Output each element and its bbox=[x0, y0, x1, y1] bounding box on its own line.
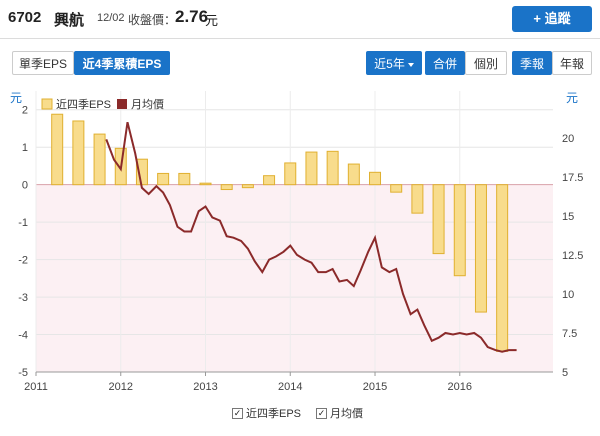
y-tick-left: -5 bbox=[18, 367, 28, 379]
header-divider bbox=[0, 38, 600, 39]
y-tick-right: 5 bbox=[562, 367, 568, 379]
toggle-eps-series[interactable]: ✓ 近四季EPS bbox=[232, 405, 301, 421]
y-tick-left: -3 bbox=[18, 292, 28, 304]
left-axis-unit: 元 bbox=[10, 91, 22, 105]
eps-bar bbox=[263, 175, 276, 186]
checkbox-checked-icon: ✓ bbox=[232, 407, 243, 419]
x-tick: 2012 bbox=[109, 381, 133, 393]
y-tick-left: 2 bbox=[22, 105, 28, 117]
eps-bar bbox=[199, 182, 212, 186]
tab-single-quarter-eps[interactable]: 單季EPS bbox=[12, 51, 74, 75]
period-label: 近5年 bbox=[374, 57, 405, 71]
legend-eps-swatch bbox=[41, 98, 53, 110]
eps-bar bbox=[432, 184, 445, 255]
eps-bar bbox=[496, 184, 509, 352]
eps-bar bbox=[474, 184, 487, 313]
tab-trailing-four-eps[interactable]: 近4季累積EPS bbox=[74, 51, 170, 75]
eps-bar bbox=[220, 184, 233, 191]
eps-bar bbox=[453, 184, 466, 277]
eps-bar bbox=[347, 163, 360, 186]
period-dropdown[interactable]: 近5年 bbox=[366, 51, 422, 75]
price-line bbox=[105, 121, 517, 353]
toggle-price-series[interactable]: ✓ 月均價 bbox=[316, 405, 363, 421]
track-button[interactable]: + 追蹤 bbox=[512, 6, 592, 32]
x-tick: 2013 bbox=[193, 381, 217, 393]
eps-bar bbox=[411, 184, 424, 214]
eps-bar bbox=[72, 120, 85, 186]
eps-bar bbox=[326, 150, 339, 186]
y-tick-left: -4 bbox=[18, 330, 28, 342]
negative-region-background bbox=[36, 184, 553, 372]
eps-bar bbox=[241, 184, 254, 189]
y-tick-right: 12.5 bbox=[562, 250, 583, 262]
x-tick: 2011 bbox=[24, 381, 48, 393]
x-tick: 2016 bbox=[448, 381, 472, 393]
eps-bar bbox=[305, 151, 318, 186]
stock-header: 6702 興航 12/02 收盤價： 2.76 元 + 追蹤 bbox=[0, 0, 600, 38]
tab-quarterly[interactable]: 季報 bbox=[512, 51, 552, 75]
eps-bar bbox=[157, 172, 170, 186]
y-tick-right: 15 bbox=[562, 211, 574, 223]
eps-bar bbox=[284, 162, 297, 186]
eps-bar bbox=[178, 172, 191, 186]
price-unit: 元 bbox=[205, 13, 219, 28]
tab-annual[interactable]: 年報 bbox=[552, 51, 592, 75]
tab-individual[interactable]: 個別 bbox=[465, 51, 507, 75]
y-tick-left: -2 bbox=[18, 255, 28, 267]
legend-price-label: 月均價 bbox=[131, 97, 164, 111]
y-tick-left: 1 bbox=[22, 142, 28, 154]
quote-date: 12/02 bbox=[97, 12, 125, 24]
checkbox-checked-icon: ✓ bbox=[316, 407, 327, 419]
stock-name: 興航 bbox=[54, 12, 85, 29]
stock-code: 6702 bbox=[8, 9, 42, 26]
close-price-label: 收盤價： bbox=[128, 13, 177, 27]
x-tick: 2014 bbox=[278, 381, 302, 393]
close-price: 2.76 bbox=[175, 7, 209, 26]
right-axis-unit: 元 bbox=[566, 91, 578, 105]
chevron-down-icon bbox=[407, 62, 414, 67]
eps-bars bbox=[51, 113, 509, 352]
y-tick-right: 17.5 bbox=[562, 172, 583, 184]
legend-price-swatch bbox=[117, 99, 127, 109]
toggle-price-label: 月均價 bbox=[330, 408, 363, 420]
y-tick-right: 7.5 bbox=[562, 328, 577, 340]
x-tick: 2015 bbox=[363, 381, 387, 393]
eps-bar bbox=[390, 184, 403, 193]
y-tick-right: 20 bbox=[562, 133, 574, 145]
eps-bar bbox=[369, 171, 382, 186]
eps-bar bbox=[51, 113, 64, 186]
chart-legend: 近四季EPS 月均價 bbox=[41, 97, 164, 111]
y-tick-right: 10 bbox=[562, 289, 574, 301]
tab-consolidated[interactable]: 合併 bbox=[425, 51, 465, 75]
y-tick-left: -1 bbox=[18, 217, 28, 229]
toggle-eps-label: 近四季EPS bbox=[246, 408, 302, 420]
eps-bar bbox=[93, 133, 106, 186]
y-tick-left: 0 bbox=[22, 180, 28, 192]
legend-eps-label: 近四季EPS bbox=[56, 98, 111, 111]
